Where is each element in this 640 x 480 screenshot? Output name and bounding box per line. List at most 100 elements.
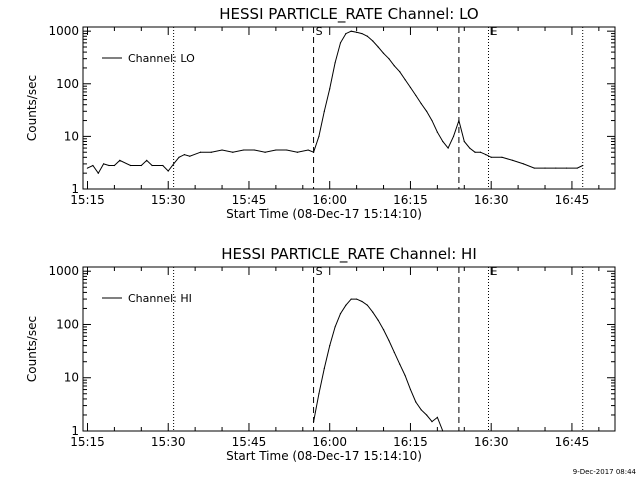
data-point bbox=[356, 31, 358, 33]
data-point bbox=[463, 140, 465, 143]
data-point bbox=[356, 298, 358, 300]
data-point bbox=[420, 102, 422, 105]
data-point bbox=[345, 32, 347, 35]
data-point bbox=[393, 65, 395, 67]
data-point bbox=[382, 329, 385, 331]
marker-label-e: E bbox=[491, 265, 498, 278]
y-tick-label: 10 bbox=[64, 371, 79, 385]
data-point bbox=[334, 62, 336, 64]
x-axis-label: Start Time (08-Dec-17 15:14:10) bbox=[226, 449, 422, 463]
data-point bbox=[582, 164, 584, 167]
data-point bbox=[431, 421, 433, 423]
data-point bbox=[86, 167, 89, 169]
data-point bbox=[404, 79, 406, 81]
data-point bbox=[420, 409, 422, 411]
data-point bbox=[253, 149, 255, 151]
data-point bbox=[501, 156, 503, 158]
y-tick-label: 1000 bbox=[48, 24, 79, 38]
x-tick-label: 15:30 bbox=[151, 193, 186, 207]
data-point bbox=[377, 46, 379, 48]
data-point bbox=[318, 393, 320, 395]
data-point bbox=[469, 147, 471, 149]
data-point bbox=[323, 367, 325, 369]
data-point bbox=[377, 319, 379, 321]
data-point bbox=[167, 170, 169, 172]
data-point bbox=[479, 151, 482, 153]
data-point bbox=[436, 131, 438, 133]
data-point bbox=[533, 167, 535, 169]
data-point bbox=[382, 52, 385, 54]
data-point bbox=[555, 167, 557, 169]
data-point bbox=[426, 414, 428, 416]
x-tick-label: 15:15 bbox=[70, 435, 105, 449]
y-tick-label: 1 bbox=[71, 182, 79, 196]
data-point bbox=[388, 58, 390, 60]
data-point bbox=[452, 135, 455, 137]
data-point bbox=[361, 300, 363, 303]
y-axis-label: Counts/sec bbox=[25, 316, 39, 382]
data-point bbox=[512, 159, 514, 161]
x-tick-label: 15:45 bbox=[232, 193, 267, 207]
data-point bbox=[334, 326, 336, 328]
data-point bbox=[565, 167, 568, 169]
data-point bbox=[404, 374, 406, 377]
legend-label: Channel: LO bbox=[128, 52, 195, 65]
data-point bbox=[329, 345, 331, 347]
data-point bbox=[339, 42, 342, 44]
data-point bbox=[409, 388, 412, 391]
data-point bbox=[162, 164, 164, 167]
data-point bbox=[388, 339, 390, 342]
x-tick-label: 16:00 bbox=[312, 435, 347, 449]
data-point bbox=[339, 313, 342, 315]
data-point bbox=[146, 159, 148, 161]
data-point bbox=[92, 164, 94, 167]
data-point bbox=[350, 298, 352, 300]
marker-label-s: S bbox=[316, 25, 323, 38]
data-point bbox=[447, 147, 449, 149]
x-tick-label: 16:30 bbox=[474, 435, 509, 449]
data-point bbox=[436, 416, 438, 419]
data-point bbox=[221, 149, 223, 151]
y-tick-label: 10 bbox=[64, 129, 79, 143]
data-point bbox=[199, 151, 202, 153]
data-point bbox=[399, 363, 401, 365]
y-tick-label: 1000 bbox=[48, 264, 79, 278]
x-tick-label: 16:00 bbox=[312, 193, 347, 207]
data-point bbox=[442, 430, 444, 432]
data-point bbox=[275, 149, 277, 151]
data-point bbox=[296, 151, 299, 153]
footer-timestamp: 9-Dec-2017 08:44 bbox=[573, 468, 637, 476]
data-point bbox=[366, 35, 368, 37]
y-tick-label: 100 bbox=[56, 77, 79, 91]
chart-title: HESSI PARTICLE_RATE Channel: LO bbox=[219, 5, 478, 24]
data-point bbox=[108, 164, 110, 167]
data-point bbox=[119, 159, 121, 161]
y-tick-label: 1 bbox=[71, 424, 79, 438]
data-point bbox=[415, 94, 417, 97]
data-point bbox=[286, 149, 288, 151]
data-point bbox=[329, 88, 331, 90]
plot-frame bbox=[82, 266, 616, 432]
x-tick-label: 15:45 bbox=[232, 435, 267, 449]
chart-panel-1: HESSI PARTICLE_RATE Channel: HI 1 10 100 100… bbox=[25, 245, 616, 463]
series-line-0 bbox=[313, 298, 444, 432]
data-point bbox=[372, 311, 374, 313]
legend-label: Channel: HI bbox=[128, 292, 192, 305]
data-point bbox=[129, 164, 132, 167]
data-point bbox=[426, 110, 428, 112]
data-point bbox=[312, 151, 315, 153]
marker-label-e: E bbox=[491, 25, 498, 38]
data-point bbox=[490, 156, 492, 158]
data-point bbox=[140, 164, 142, 167]
data-point bbox=[544, 167, 546, 169]
data-point bbox=[474, 151, 476, 153]
data-point bbox=[103, 163, 105, 165]
data-point bbox=[307, 149, 309, 151]
data-point bbox=[393, 351, 395, 353]
data-point bbox=[431, 119, 433, 122]
x-axis-label: Start Time (08-Dec-17 15:14:10) bbox=[226, 207, 422, 221]
data-point bbox=[97, 172, 99, 174]
data-point bbox=[312, 421, 315, 423]
x-tick-label: 15:30 bbox=[151, 435, 186, 449]
